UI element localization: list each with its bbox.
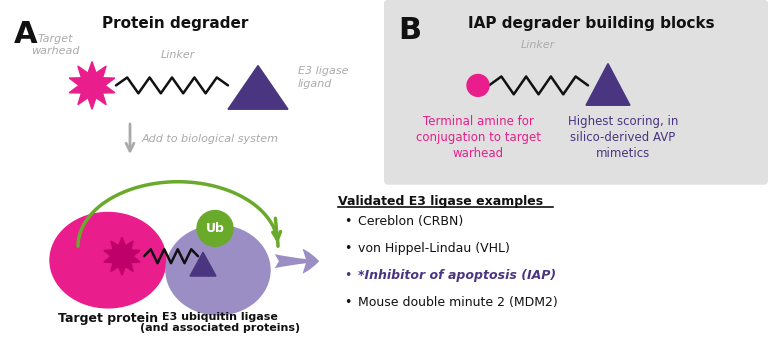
Text: •: •: [344, 269, 351, 282]
FancyBboxPatch shape: [384, 0, 768, 185]
Circle shape: [467, 75, 489, 96]
Polygon shape: [104, 237, 140, 275]
Text: Target
warhead: Target warhead: [31, 34, 79, 56]
Text: Ub: Ub: [205, 222, 225, 235]
Text: IAP degrader building blocks: IAP degrader building blocks: [467, 16, 715, 31]
Polygon shape: [228, 65, 288, 109]
Text: •: •: [344, 296, 351, 309]
Text: B: B: [398, 16, 421, 45]
Polygon shape: [586, 63, 630, 105]
Ellipse shape: [50, 213, 166, 308]
Text: Highest scoring, in
silico-derived AVP
mimetics: Highest scoring, in silico-derived AVP m…: [568, 115, 678, 160]
FancyArrowPatch shape: [275, 249, 319, 274]
Text: Protein degrader: Protein degrader: [102, 16, 248, 31]
Polygon shape: [190, 252, 216, 276]
Text: Linker: Linker: [521, 40, 555, 49]
Text: Add to biological system: Add to biological system: [142, 134, 279, 144]
Text: Mouse double minute 2 (MDM2): Mouse double minute 2 (MDM2): [358, 296, 558, 309]
Circle shape: [197, 211, 233, 246]
FancyArrowPatch shape: [126, 124, 134, 151]
Ellipse shape: [166, 225, 270, 315]
Text: *Inhibitor of apoptosis (IAP): *Inhibitor of apoptosis (IAP): [358, 269, 556, 282]
Text: E3 ligase
ligand: E3 ligase ligand: [298, 66, 349, 89]
Text: •: •: [344, 216, 351, 228]
Text: A: A: [14, 20, 38, 49]
Text: Terminal amine for
conjugation to target
warhead: Terminal amine for conjugation to target…: [415, 115, 540, 160]
Text: E3 ubiquitin ligase
(and associated proteins): E3 ubiquitin ligase (and associated prot…: [140, 312, 300, 334]
Text: Target protein: Target protein: [58, 312, 158, 325]
Polygon shape: [69, 62, 115, 109]
Text: •: •: [344, 242, 351, 255]
Text: von Hippel-Lindau (VHL): von Hippel-Lindau (VHL): [358, 242, 510, 255]
Text: Linker: Linker: [161, 49, 195, 60]
Text: Validated E3 ligase examples: Validated E3 ligase examples: [338, 195, 543, 208]
Text: Cereblon (CRBN): Cereblon (CRBN): [358, 216, 463, 228]
